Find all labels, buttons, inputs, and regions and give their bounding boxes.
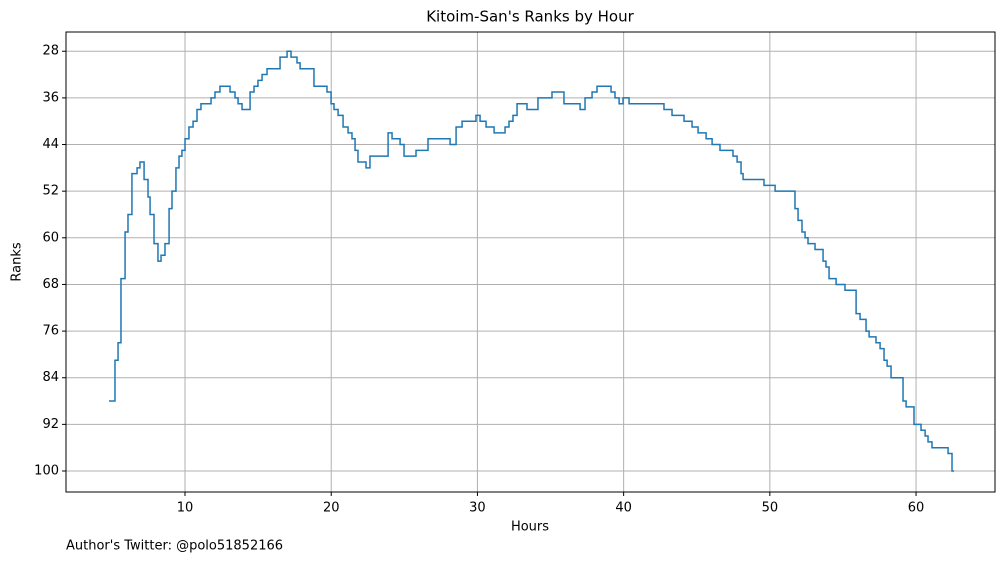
y-tick-label: 84 (42, 370, 59, 385)
plot-frame (65, 31, 996, 493)
x-tick-label: 40 (615, 501, 632, 516)
x-tick-label: 20 (323, 501, 340, 516)
x-tick-label: 50 (762, 501, 779, 516)
rank-line (108, 50, 955, 472)
y-tick-label: 28 (42, 44, 59, 59)
x-tick-label: 60 (908, 501, 925, 516)
y-tick-label: 52 (42, 184, 59, 199)
x-tick-label: 30 (469, 501, 486, 516)
x-tick-label: 10 (177, 501, 194, 516)
annotation: Author's Twitter: @polo51852166 (66, 539, 283, 554)
y-tick-label: 76 (42, 324, 59, 339)
y-tick-label: 60 (42, 230, 59, 245)
y-axis-label: Ranks (10, 242, 25, 281)
x-axis-label: Hours (511, 520, 549, 535)
y-tick-label: 36 (42, 90, 59, 105)
chart-title: Kitoim-San's Ranks by Hour (426, 8, 634, 26)
y-tick-label: 44 (42, 137, 59, 152)
y-tick-label: 100 (34, 464, 59, 479)
y-tick-label: 92 (42, 417, 59, 432)
y-tick-label: 68 (42, 277, 59, 292)
